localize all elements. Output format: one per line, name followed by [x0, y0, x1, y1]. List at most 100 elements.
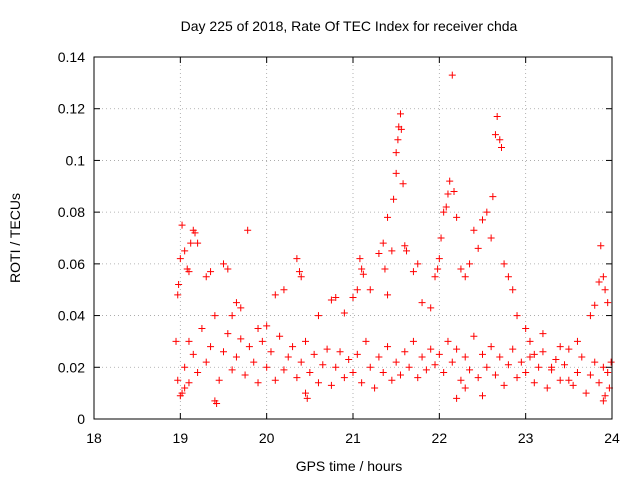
data-point: [500, 381, 508, 389]
data-point: [319, 361, 327, 369]
data-point: [280, 286, 288, 294]
data-point: [513, 312, 521, 320]
data-point: [591, 358, 599, 366]
data-point: [303, 394, 311, 402]
data-point: [444, 190, 452, 198]
data-point: [392, 149, 400, 157]
data-point: [595, 379, 603, 387]
data-point: [548, 366, 556, 374]
data-point: [293, 374, 301, 382]
y-tick-label: 0.12: [58, 101, 85, 117]
data-point: [434, 265, 442, 273]
data-point: [178, 389, 186, 397]
data-point: [310, 350, 318, 358]
data-point: [504, 273, 512, 281]
data-point: [405, 363, 413, 371]
data-point: [371, 384, 379, 392]
data-point: [479, 392, 486, 400]
data-point: [604, 368, 612, 376]
data-point: [513, 374, 521, 382]
x-tick-label: 20: [259, 430, 275, 446]
data-point: [409, 337, 417, 345]
data-point: [237, 335, 245, 343]
data-point: [496, 353, 504, 361]
data-point: [526, 353, 534, 361]
data-point: [191, 229, 199, 237]
data-point: [543, 384, 551, 392]
data-point: [496, 136, 504, 144]
data-point: [597, 242, 605, 250]
data-point: [224, 265, 232, 273]
data-point: [366, 286, 374, 294]
data-point: [448, 358, 456, 366]
data-point: [487, 343, 495, 351]
data-point: [396, 371, 404, 379]
data-point: [185, 379, 193, 387]
data-point: [375, 353, 383, 361]
data-point: [470, 332, 478, 340]
x-tick-label: 18: [86, 430, 102, 446]
data-point: [453, 213, 461, 221]
data-point: [474, 374, 482, 382]
data-point: [254, 325, 262, 332]
data-point: [539, 348, 547, 356]
data-point: [403, 247, 411, 255]
chart-title: Day 225 of 2018, Rate Of TEC Index for r…: [181, 18, 518, 34]
data-point: [220, 348, 227, 356]
x-tick-label: 22: [432, 430, 448, 446]
data-point: [232, 353, 240, 361]
data-point: [323, 345, 331, 353]
data-point: [250, 358, 258, 366]
data-point: [375, 250, 383, 258]
data-point: [220, 260, 227, 268]
data-point: [314, 379, 322, 387]
data-point: [509, 286, 517, 294]
x-tick-label: 21: [345, 430, 361, 446]
data-point: [569, 381, 577, 389]
data-point: [245, 343, 253, 351]
data-point: [297, 273, 305, 281]
data-point: [280, 366, 288, 374]
data-point: [241, 371, 249, 379]
data-point: [595, 278, 603, 286]
data-point: [526, 337, 534, 345]
data-point: [522, 368, 530, 376]
data-point: [314, 312, 322, 320]
data-point: [483, 363, 491, 371]
data-point: [176, 255, 184, 263]
data-point: [530, 350, 538, 358]
data-point: [422, 366, 430, 374]
data-point: [302, 389, 310, 397]
data-point: [427, 304, 435, 312]
data-point: [358, 265, 366, 273]
data-point: [189, 350, 197, 358]
x-axis-label: GPS time / hours: [296, 458, 403, 474]
tick-marks-layer: [93, 56, 613, 420]
data-point: [394, 136, 402, 144]
data-point: [399, 180, 407, 188]
data-point: [446, 177, 454, 185]
data-point: [340, 374, 348, 382]
data-point: [178, 221, 186, 229]
data-point: [573, 337, 581, 345]
data-point: [284, 353, 292, 361]
data-point: [466, 366, 474, 374]
y-tick-label: 0.02: [58, 359, 85, 375]
data-point: [211, 312, 219, 320]
data-point: [509, 345, 517, 353]
data-point: [358, 379, 366, 387]
data-point: [539, 330, 547, 338]
data-point: [491, 371, 499, 379]
data-point: [213, 399, 221, 407]
data-point: [409, 268, 417, 276]
data-point: [349, 368, 357, 376]
y-tick-label: 0.06: [58, 256, 85, 272]
data-point: [297, 358, 305, 366]
data-point: [601, 286, 609, 294]
data-point: [586, 371, 594, 379]
data-point: [401, 348, 409, 356]
data-point: [565, 376, 573, 384]
data-point: [552, 356, 560, 364]
data-point: [174, 291, 182, 299]
data-point: [522, 325, 530, 332]
